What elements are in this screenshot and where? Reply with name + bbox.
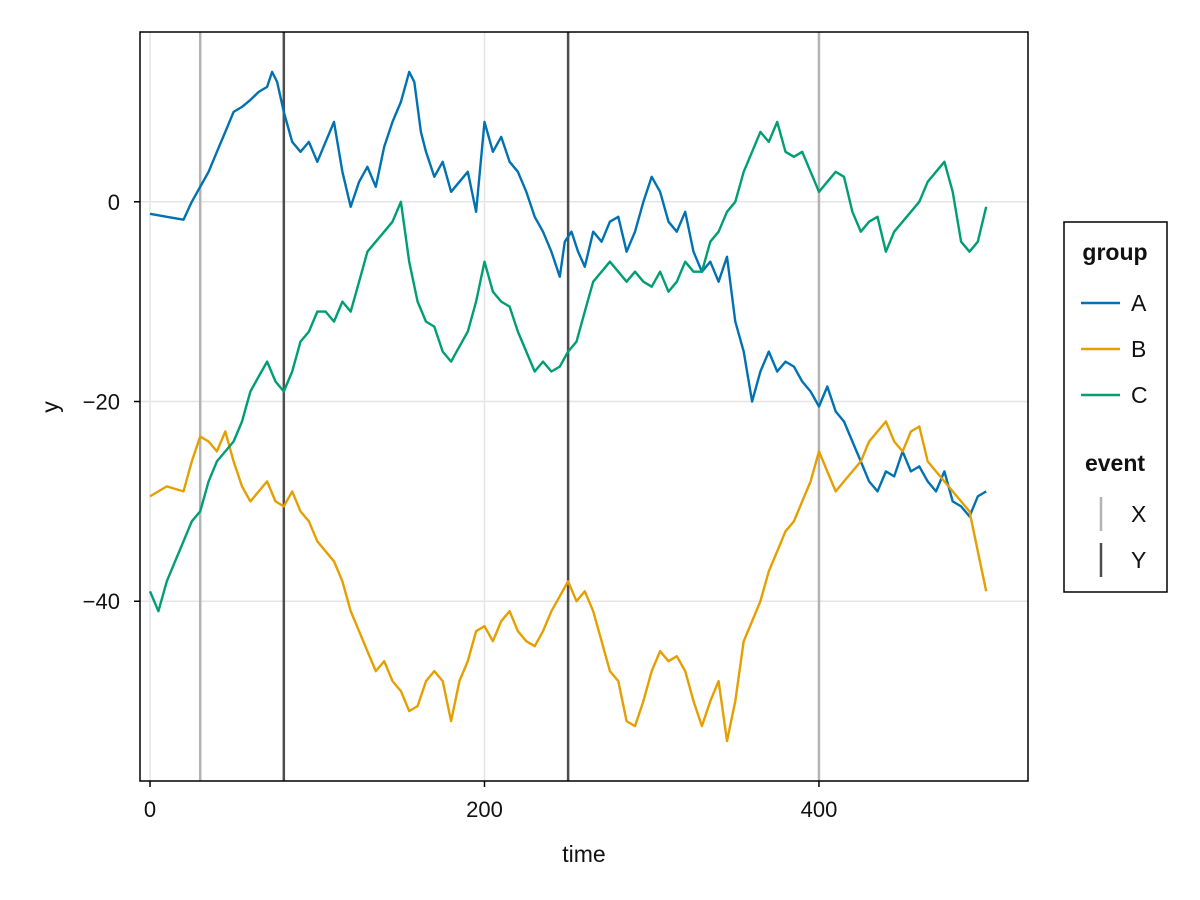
- y-tick-label: −40: [83, 589, 120, 614]
- legend-title-group: group: [1082, 239, 1147, 265]
- legend-label-y: Y: [1131, 547, 1146, 573]
- x-tick-label: 0: [144, 797, 156, 822]
- x-tick-label: 200: [466, 797, 503, 822]
- legend-box: [1063, 221, 1168, 593]
- y-axis-ticks: 0 −20 −40: [83, 190, 140, 614]
- y-axis-label: y: [37, 401, 63, 413]
- x-tick-label: 400: [801, 797, 838, 822]
- grid: [140, 32, 1028, 781]
- x-axis-label: time: [562, 841, 605, 867]
- series-line-c: [148, 120, 988, 613]
- legend-label-x: X: [1131, 501, 1146, 527]
- y-tick-label: 0: [108, 190, 120, 215]
- series-line-b: [149, 420, 988, 743]
- series-line-a: [149, 70, 987, 518]
- y-tick-label: −20: [83, 390, 120, 415]
- series-lines: [148, 70, 988, 743]
- legend-label-b: B: [1131, 336, 1146, 362]
- legend-title-event: event: [1085, 450, 1145, 476]
- plot-frame: [139, 31, 1029, 782]
- legend-label-a: A: [1131, 290, 1147, 316]
- x-axis-ticks: 0 200 400: [144, 781, 837, 822]
- legend-label-c: C: [1131, 382, 1148, 408]
